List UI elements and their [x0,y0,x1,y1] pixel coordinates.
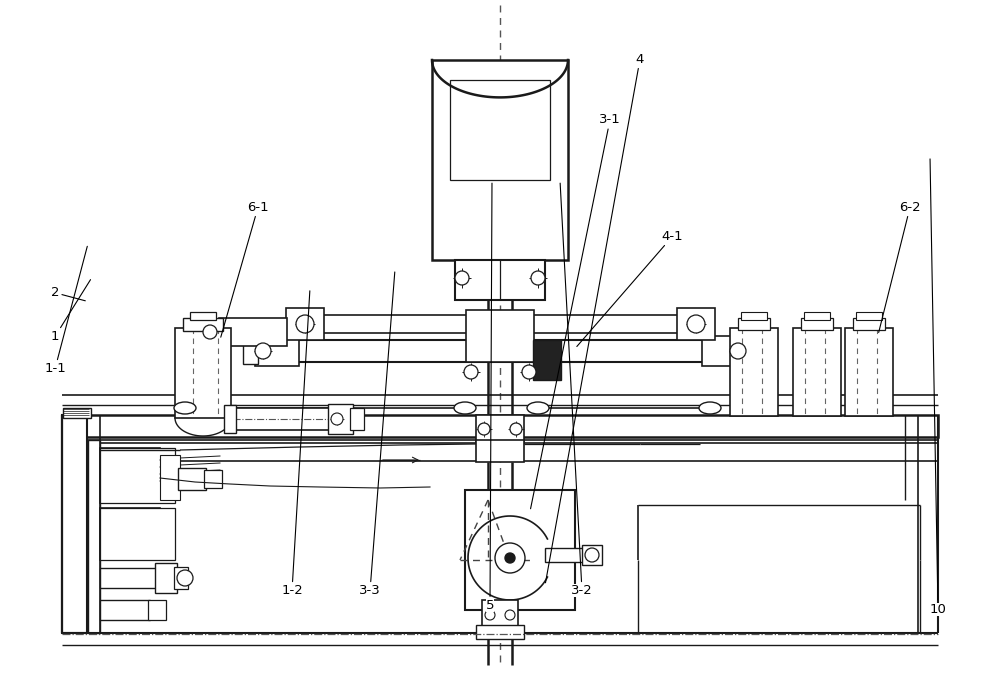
Text: 1: 1 [51,280,91,343]
Bar [741,312,767,320]
Circle shape [522,365,536,379]
Bar [100,508,160,560]
Circle shape [495,543,525,573]
Bar [804,312,830,320]
Circle shape [585,548,599,562]
Bar [465,490,575,610]
Bar [476,440,524,462]
Bar [432,60,568,260]
Bar [295,340,705,362]
Bar [255,336,299,366]
Text: 3-3: 3-3 [359,272,395,598]
Bar [155,563,177,593]
Circle shape [505,610,515,620]
Bar [62,415,938,437]
Bar [856,312,882,320]
Bar [204,470,222,488]
Bar [62,415,87,633]
Circle shape [531,271,545,285]
Text: 6-2: 6-2 [879,201,921,332]
Bar [482,600,518,630]
Bar [63,408,91,418]
Bar [199,320,221,344]
Bar [224,405,236,433]
Bar [853,318,885,330]
Bar [100,600,150,620]
Bar [533,340,561,380]
Circle shape [478,423,490,435]
Bar [801,318,833,330]
Bar [219,318,287,346]
Text: 6-1: 6-1 [221,201,269,337]
Bar [476,625,524,639]
Bar [232,408,330,430]
Bar [100,448,160,503]
Bar [178,468,206,490]
Circle shape [177,570,193,586]
Bar [243,339,258,364]
Circle shape [485,610,495,620]
Circle shape [296,315,314,333]
Bar [100,508,175,560]
Bar [100,448,175,503]
Bar [88,440,100,633]
Circle shape [455,271,469,285]
Ellipse shape [527,402,549,414]
Bar [62,443,938,461]
Bar [190,312,216,320]
Bar [148,600,166,620]
Ellipse shape [699,402,721,414]
Text: 2: 2 [51,286,85,301]
Bar [476,415,524,443]
Bar [545,548,585,562]
Bar [845,328,893,416]
Text: 3-2: 3-2 [560,183,593,598]
Bar [582,545,602,565]
Bar [702,336,746,366]
Bar [466,310,534,362]
Circle shape [687,315,705,333]
Circle shape [331,413,343,425]
Bar [328,404,353,434]
Bar [677,308,715,340]
Circle shape [510,423,522,435]
Circle shape [203,325,217,339]
Text: 3-1: 3-1 [531,113,621,509]
Text: 10: 10 [930,159,946,616]
Bar [455,260,545,300]
Text: 4: 4 [545,52,644,583]
Bar [320,315,680,333]
Bar [286,308,324,340]
Text: 1-1: 1-1 [44,246,87,376]
Text: 5: 5 [486,183,494,612]
Bar [174,567,188,589]
Circle shape [505,553,515,563]
Bar [175,328,231,418]
Ellipse shape [454,402,476,414]
Circle shape [464,365,478,379]
Circle shape [730,343,746,359]
Bar [183,318,223,331]
Ellipse shape [174,402,196,414]
Text: 1-2: 1-2 [281,291,310,598]
Text: 4-1: 4-1 [577,230,683,347]
Bar [793,328,841,416]
Bar [350,408,364,430]
Bar [743,339,758,364]
Bar [738,318,770,330]
Bar [730,328,778,416]
Bar [160,455,180,500]
Circle shape [255,343,271,359]
Bar [450,80,550,180]
Bar [100,568,158,588]
